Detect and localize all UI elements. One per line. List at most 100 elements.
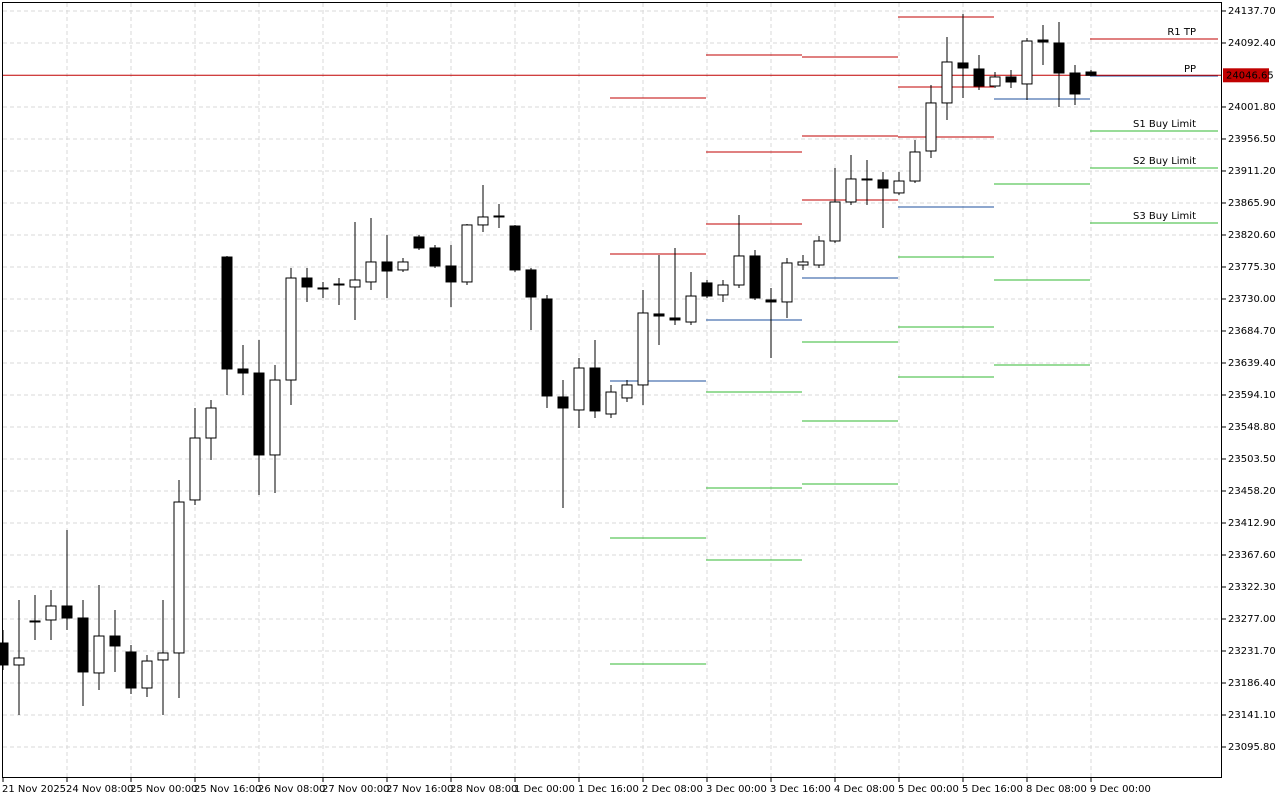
candle-body (557, 396, 569, 409)
y-tick-label: 23186.40 (1228, 678, 1276, 689)
candle-body (845, 178, 857, 203)
candle-body (1005, 76, 1017, 83)
y-tick-label: 23095.80 (1228, 742, 1276, 753)
x-tick-label: 26 Nov 08:00 (258, 784, 325, 795)
candle-body (189, 437, 201, 501)
candle-body (349, 279, 361, 288)
candle-body (669, 317, 681, 321)
candle-body (989, 76, 1001, 87)
candle-body (381, 261, 393, 272)
candle-body (1085, 71, 1097, 76)
candle-body (861, 178, 873, 181)
current-price-label: 24046.65 (1226, 70, 1274, 81)
candle-body (1021, 40, 1033, 85)
y-tick-label: 23277.00 (1228, 614, 1276, 625)
candle-body (365, 261, 377, 283)
candle-body (957, 62, 969, 69)
candle-body (397, 261, 409, 271)
candle-body (109, 635, 121, 647)
x-tick-label: 25 Nov 16:00 (194, 784, 261, 795)
candle-body (621, 384, 633, 399)
candle-body (797, 261, 809, 266)
candle-body (45, 605, 57, 621)
candle-body (429, 247, 441, 267)
y-tick-label: 23684.70 (1228, 326, 1276, 337)
candle-body (573, 367, 585, 411)
y-tick-label: 23412.90 (1228, 518, 1276, 529)
candle-body (525, 269, 537, 298)
candle-body (653, 313, 665, 317)
candle-body (157, 652, 169, 661)
y-tick-label: 23775.30 (1228, 262, 1276, 273)
candle-body (509, 225, 521, 271)
candle-body (29, 620, 41, 623)
y-tick-label: 23730.00 (1228, 294, 1276, 305)
candle-body (749, 255, 761, 299)
candle-body (541, 298, 553, 397)
x-tick-label: 21 Nov 2025 (2, 784, 66, 795)
support-label: S1 Buy Limit (1133, 119, 1196, 130)
pivot-label: PP (1184, 64, 1196, 75)
y-tick-label: 23639.40 (1228, 358, 1276, 369)
x-tick-label: 9 Dec 00:00 (1090, 784, 1151, 795)
candle-body (765, 299, 777, 303)
candle-body (941, 61, 953, 104)
current-price-tag (1223, 68, 1269, 83)
y-tick-label: 23548.80 (1228, 422, 1276, 433)
candle-body (717, 284, 729, 296)
candle-body (781, 262, 793, 303)
plot-frame (2, 2, 1222, 778)
candle-body (1053, 42, 1065, 74)
y-tick-label: 23911.20 (1228, 166, 1276, 177)
candle-body (477, 216, 489, 226)
x-tick-label: 25 Nov 00:00 (130, 784, 197, 795)
y-tick-label: 23458.20 (1228, 486, 1276, 497)
candle-body (93, 635, 105, 674)
x-tick-label: 28 Nov 08:00 (450, 784, 517, 795)
y-tick-label: 23594.10 (1228, 390, 1276, 401)
x-tick-label: 5 Dec 16:00 (962, 784, 1023, 795)
candle-body (733, 255, 745, 286)
candle-body (0, 642, 9, 666)
candle-body (605, 391, 617, 415)
y-tick-label: 23956.50 (1228, 134, 1276, 145)
candle-body (1069, 72, 1081, 95)
x-tick-label: 5 Dec 00:00 (898, 784, 959, 795)
candle-body (589, 367, 601, 412)
candle-body (221, 256, 233, 370)
candle-body (893, 180, 905, 194)
candle-body (125, 651, 137, 689)
support-label: S3 Buy Limit (1133, 211, 1196, 222)
candle-body (637, 312, 649, 386)
support-label: S2 Buy Limit (1133, 156, 1196, 167)
y-tick-label: 24137.70 (1228, 6, 1276, 17)
candle-body (461, 224, 473, 283)
candle-body (685, 295, 697, 323)
y-tick-label: 23141.10 (1228, 710, 1276, 721)
y-tick-label: 24092.40 (1228, 38, 1276, 49)
candle-body (269, 379, 281, 456)
candle-body (701, 282, 713, 297)
candle-body (829, 201, 841, 242)
candle-body (205, 407, 217, 439)
candle-body (493, 215, 505, 218)
candle-body (253, 372, 265, 456)
y-tick-label: 23503.50 (1228, 454, 1276, 465)
x-tick-label: 3 Dec 00:00 (706, 784, 767, 795)
x-tick-label: 27 Nov 00:00 (322, 784, 389, 795)
x-tick-label: 27 Nov 16:00 (386, 784, 453, 795)
candle-body (141, 660, 153, 689)
y-tick-label: 24001.80 (1228, 102, 1276, 113)
candle-body (77, 617, 89, 673)
y-tick-label: 23367.60 (1228, 550, 1276, 561)
candle-body (413, 236, 425, 249)
y-tick-label: 23322.30 (1228, 582, 1276, 593)
candle-body (285, 277, 297, 381)
resistance-label: R1 TP (1167, 27, 1196, 38)
y-tick-label: 23231.70 (1228, 646, 1276, 657)
candle-body (973, 68, 985, 87)
y-tick-label: 23820.60 (1228, 230, 1276, 241)
candle-body (445, 265, 457, 283)
